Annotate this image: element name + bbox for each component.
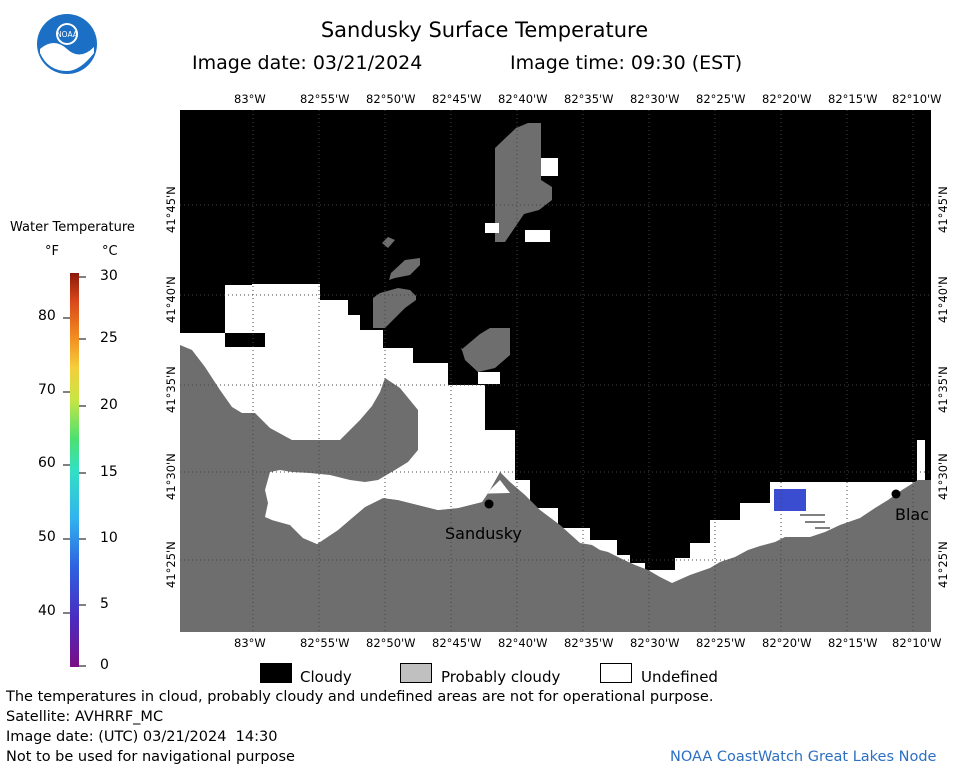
colorbar-c-tick: 5 xyxy=(100,596,109,612)
colorbar-c-tick: 20 xyxy=(100,397,118,413)
satellite: Satellite: AVHRRF_MC xyxy=(6,709,163,725)
longitude-tick-label: 83°W xyxy=(234,636,266,650)
longitude-tick-label: 82°10'W xyxy=(892,92,942,106)
longitude-tick-label: 82°40'W xyxy=(498,636,548,650)
colorbar-f-tick: 40 xyxy=(38,603,56,619)
colorbar-f-tick: 80 xyxy=(38,308,56,324)
image-time: Image time: 09:30 (EST) xyxy=(510,52,742,74)
latitude-tick-label: 41°30'N xyxy=(164,453,178,500)
longitude-tick-label: 82°20'W xyxy=(762,636,812,650)
colorbar-c-tick: 30 xyxy=(100,268,118,284)
sandusky-label: Sandusky xyxy=(445,524,522,543)
longitude-tick-label: 82°25'W xyxy=(696,636,746,650)
nav-warning: Not to be used for navigational purpose xyxy=(6,749,295,765)
colorbar-f-tick: 70 xyxy=(38,382,56,398)
colorbar-f-tick: 60 xyxy=(38,455,56,471)
blac-label: Blac xyxy=(895,505,929,524)
image-date: Image date: 03/21/2024 xyxy=(192,52,422,74)
longitude-tick-label: 82°40'W xyxy=(498,92,548,106)
legend-undefined-swatch xyxy=(600,663,632,683)
latitude-tick-label: 41°25'N xyxy=(164,541,178,588)
longitude-tick-label: 82°50'W xyxy=(366,92,416,106)
longitude-tick-label: 82°15'W xyxy=(828,92,878,106)
latitude-tick-label: 41°40'N xyxy=(936,276,950,323)
latitude-tick-label: 41°35'N xyxy=(936,366,950,413)
latitude-tick-label: 41°45'N xyxy=(164,186,178,233)
longitude-tick-label: 82°30'W xyxy=(630,636,680,650)
colorbar-unit-c: °C xyxy=(102,244,118,259)
utc-date: Image date: (UTC) 03/21/2024 14:30 xyxy=(6,729,277,745)
legend-undefined-label: Undefined xyxy=(641,668,718,686)
longitude-tick-label: 82°25'W xyxy=(696,92,746,106)
map-panel xyxy=(180,110,931,632)
page-title: Sandusky Surface Temperature xyxy=(0,18,969,42)
longitude-tick-label: 82°45'W xyxy=(432,92,482,106)
longitude-tick-label: 82°35'W xyxy=(564,636,614,650)
longitude-tick-label: 82°15'W xyxy=(828,636,878,650)
longitude-tick-label: 82°35'W xyxy=(564,92,614,106)
colorbar-f-tick: 50 xyxy=(38,529,56,545)
colorbar-title: Water Temperature xyxy=(10,220,135,235)
water-temperature-pixel xyxy=(774,489,806,511)
longitude-tick-label: 83°W xyxy=(234,92,266,106)
colorbar-c-tick: 15 xyxy=(100,464,118,480)
legend-cloudy-label: Cloudy xyxy=(300,668,352,686)
colorbar-unit-f: °F xyxy=(45,244,59,259)
blac-marker xyxy=(892,490,901,499)
latitude-tick-label: 41°35'N xyxy=(164,366,178,413)
longitude-tick-label: 82°55'W xyxy=(300,92,350,106)
latitude-tick-label: 41°40'N xyxy=(164,276,178,323)
colorbar-c-tick: 0 xyxy=(100,657,109,673)
longitude-tick-label: 82°50'W xyxy=(366,636,416,650)
colorbar-c-tick: 25 xyxy=(100,330,118,346)
latitude-tick-label: 41°45'N xyxy=(936,186,950,233)
longitude-tick-label: 82°30'W xyxy=(630,92,680,106)
legend-probably-cloudy-label: Probably cloudy xyxy=(441,668,560,686)
longitude-tick-label: 82°55'W xyxy=(300,636,350,650)
longitude-tick-label: 82°10'W xyxy=(892,636,942,650)
disclaimer: The temperatures in cloud, probably clou… xyxy=(6,689,713,705)
longitude-tick-label: 82°45'W xyxy=(432,636,482,650)
credit: NOAA CoastWatch Great Lakes Node xyxy=(670,749,936,765)
colorbar-c-tick: 10 xyxy=(100,530,118,546)
latitude-tick-label: 41°25'N xyxy=(936,541,950,588)
legend-probably-cloudy-swatch xyxy=(400,663,432,683)
latitude-tick-label: 41°30'N xyxy=(936,453,950,500)
legend-cloudy-swatch xyxy=(260,663,292,683)
longitude-tick-label: 82°20'W xyxy=(762,92,812,106)
sandusky-marker xyxy=(485,500,494,509)
